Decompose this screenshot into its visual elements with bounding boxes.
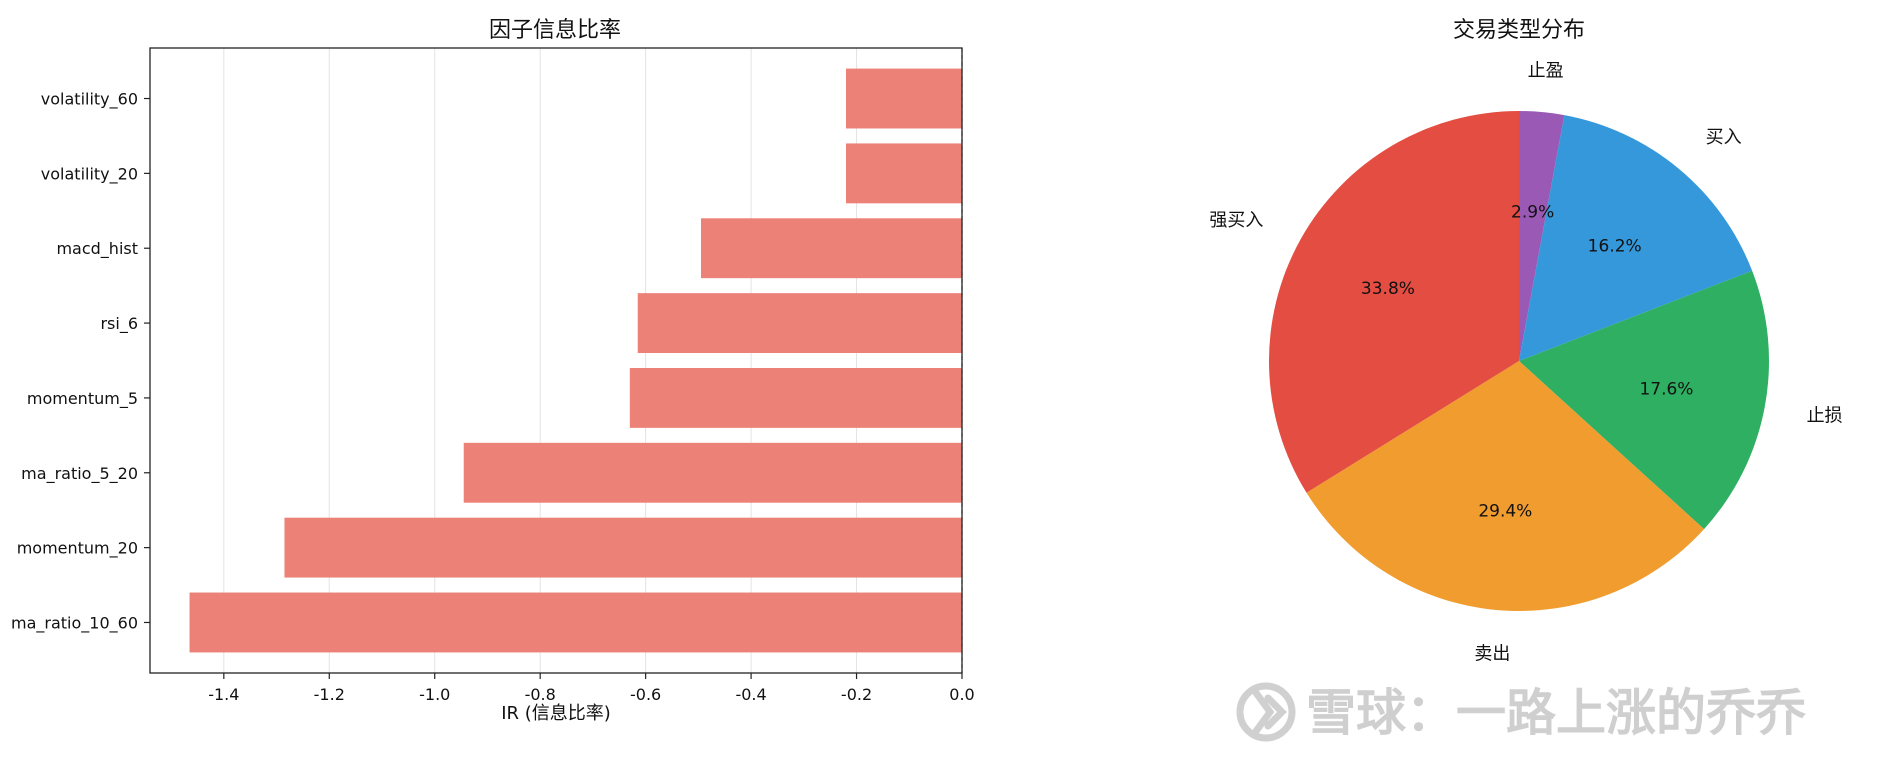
pie-percent-label: 29.4% — [1478, 501, 1532, 521]
y-tick-label: rsi_6 — [100, 314, 138, 334]
pie-slice-止盈 — [1519, 111, 1565, 361]
y-tick-label: ma_ratio_10_60 — [11, 613, 138, 633]
bar-chart-x-ticks: -1.4 -1.2 -1.0 -0.8 -0.6 -0.4 -0.2 0.0 — [208, 673, 975, 704]
bar-chart-frame — [149, 47, 963, 674]
x-tick-label: -1.4 — [208, 685, 239, 704]
pie-slice-卖出 — [1306, 361, 1705, 612]
snowball-logo-icon — [1236, 682, 1296, 742]
pie-chart-labels: 止盈 2.9% 买入 16.2% 止损 17.6% 卖出 29.4% 强买入 33.8% — [1209, 61, 1842, 665]
y-tick-label: volatility_20 — [41, 164, 138, 184]
x-tick-label: -0.4 — [735, 685, 766, 704]
bar-chart-grid — [223, 48, 963, 673]
x-tick-label: 0.0 — [949, 685, 974, 704]
x-tick-label: -0.8 — [525, 685, 556, 704]
pie-label: 卖出 — [1474, 643, 1510, 664]
bar-momentum_5 — [629, 367, 962, 428]
pie-percent-label: 17.6% — [1639, 379, 1693, 399]
pie-label: 买入 — [1706, 127, 1742, 148]
y-tick-label: momentum_20 — [17, 539, 138, 559]
bar-volatility_20 — [846, 143, 962, 204]
pie-percent-label: 16.2% — [1588, 236, 1642, 256]
bar-chart-bars — [189, 68, 962, 653]
y-tick-label: volatility_60 — [41, 90, 138, 110]
bar-momentum_20 — [284, 517, 962, 578]
pie-chart: 交易类型分布 止盈 2.9% 买入 16.2% 止损 17.6% 卖出 29.4% 强买入 33.… — [1209, 18, 1842, 664]
bar-chart-title: 因子信息比率 — [489, 18, 621, 43]
pie-slice-止损 — [1519, 270, 1770, 530]
pie-label: 止盈 — [1528, 61, 1564, 82]
watermark-text: 雪球：一路上涨的乔乔 — [1306, 684, 1806, 742]
pie-slice-买入 — [1519, 115, 1753, 361]
x-tick-label: -1.0 — [419, 685, 450, 704]
x-tick-label: -0.2 — [841, 685, 872, 704]
bar-chart-x-axis-label: IR (信息比率) — [501, 703, 611, 724]
bar-volatility_60 — [846, 68, 962, 129]
bar-chart-y-ticks: volatility_60 volatility_20 macd_hist rsi_6… — [11, 90, 150, 633]
y-tick-label: ma_ratio_5_20 — [21, 464, 138, 484]
pie-label: 强买入 — [1209, 210, 1263, 231]
y-tick-label: macd_hist — [56, 239, 138, 259]
bar-macd_hist — [701, 218, 962, 279]
pie-chart-title: 交易类型分布 — [1453, 18, 1585, 43]
pie-percent-label: 33.8% — [1361, 279, 1415, 299]
pie-percent-label: 2.9% — [1511, 203, 1554, 223]
pie-chart-slices — [1269, 111, 1770, 612]
bar-ma_ratio_5_20 — [463, 442, 962, 503]
pie-label: 止损 — [1807, 406, 1843, 427]
x-tick-label: -1.2 — [314, 685, 345, 704]
watermark: 雪球：一路上涨的乔乔 — [1236, 682, 1806, 742]
bar-rsi_6 — [637, 293, 962, 354]
pie-slice-强买入 — [1269, 111, 1519, 493]
y-tick-label: momentum_5 — [27, 389, 138, 409]
bar-ma_ratio_10_60 — [189, 592, 962, 653]
bar-chart: 因子信息比率 volatility_60 volatility_20 macd_hi… — [11, 18, 975, 724]
x-tick-label: -0.6 — [630, 685, 661, 704]
